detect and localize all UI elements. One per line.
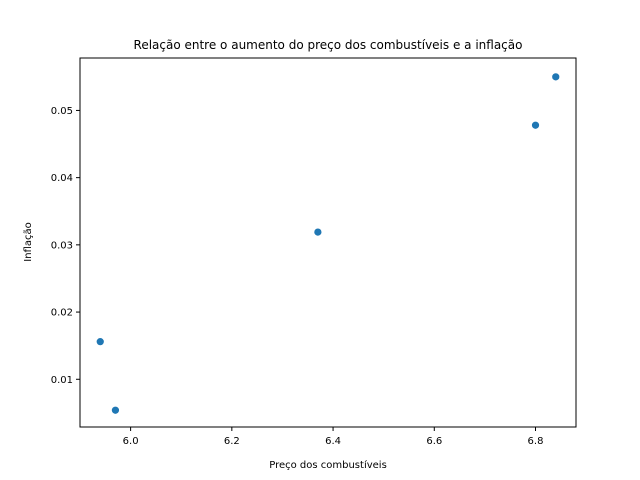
data-point-5 <box>551 72 561 82</box>
plot-frame <box>79 57 577 428</box>
y-tick-label: 0.01 <box>51 375 73 386</box>
x-axis-ticks: 6.0 6.2 6.4 6.6 6.8 <box>123 427 544 447</box>
y-tick-label: 0.02 <box>51 308 73 319</box>
y-tick-label: 0.04 <box>51 173 73 184</box>
x-tick-label: 6.0 <box>123 436 139 447</box>
chart-title: Relação entre o aumento do preço dos com… <box>134 38 523 52</box>
data-point-4 <box>531 120 540 130</box>
y-axis-ticks: 0.01 0.02 0.03 0.04 0.05 <box>51 106 80 386</box>
data-point-3 <box>313 227 323 237</box>
data-points <box>95 72 561 415</box>
y-tick-label: 0.03 <box>51 240 73 251</box>
y-tick-label: 0.05 <box>51 106 73 117</box>
data-point-2 <box>111 405 120 415</box>
x-tick-label: 6.4 <box>325 436 341 447</box>
data-point-1 <box>95 337 105 347</box>
y-axis-label: Inflação <box>23 222 34 261</box>
x-axis-label: Preço dos combustíveis <box>269 459 387 471</box>
x-tick-label: 6.8 <box>528 436 544 447</box>
x-tick-label: 6.6 <box>426 436 442 447</box>
x-tick-label: 6.2 <box>224 436 240 447</box>
